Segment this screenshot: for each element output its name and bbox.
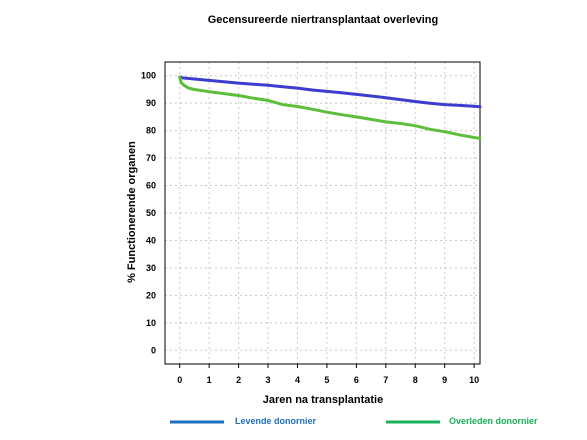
legend-label-levende: Levende donornier xyxy=(235,416,317,426)
x-tick-label: 8 xyxy=(413,375,418,385)
y-tick-label: 30 xyxy=(146,263,156,273)
y-tick-label: 50 xyxy=(146,208,156,218)
y-tick-label: 80 xyxy=(146,126,156,136)
x-tick-label: 10 xyxy=(469,375,479,385)
legend-label-overleden: Overleden donornier xyxy=(449,416,538,426)
x-axis-label: Jaren na transplantatie xyxy=(263,394,383,406)
series-line-overleden xyxy=(178,75,482,140)
y-tick-label: 60 xyxy=(146,181,156,191)
plot-frame xyxy=(164,61,481,365)
x-tick-label: 6 xyxy=(354,375,359,385)
x-tick-label: 2 xyxy=(236,375,241,385)
y-tick-label: 100 xyxy=(141,71,156,81)
y-tick-label: 90 xyxy=(146,98,156,108)
x-axis: 0 1 2 3 4 5 6 7 8 9 10 xyxy=(177,364,479,385)
grid xyxy=(165,62,480,364)
y-tick-label: 0 xyxy=(151,345,156,355)
y-axis: 0 10 20 30 40 50 60 70 80 90 100 xyxy=(141,71,156,356)
x-tick-label: 7 xyxy=(383,375,388,385)
x-tick-label: 1 xyxy=(207,375,212,385)
legend: Levende donornier Overleden donornier xyxy=(170,416,538,426)
y-tick-label: 70 xyxy=(146,153,156,163)
x-tick-label: 0 xyxy=(177,375,182,385)
x-tick-label: 9 xyxy=(442,375,447,385)
series-line-levende xyxy=(178,75,482,109)
y-tick-label: 10 xyxy=(146,318,156,328)
x-tick-label: 3 xyxy=(266,375,271,385)
x-tick-label: 5 xyxy=(324,375,329,385)
chart-title: Gecensureerde niertransplantaat overlevi… xyxy=(208,14,438,26)
y-axis-label: % Functionerende organen xyxy=(126,141,138,283)
y-tick-label: 20 xyxy=(146,290,156,300)
y-tick-label: 40 xyxy=(146,235,156,245)
series-layer xyxy=(178,75,482,140)
x-tick-label: 4 xyxy=(295,375,300,385)
